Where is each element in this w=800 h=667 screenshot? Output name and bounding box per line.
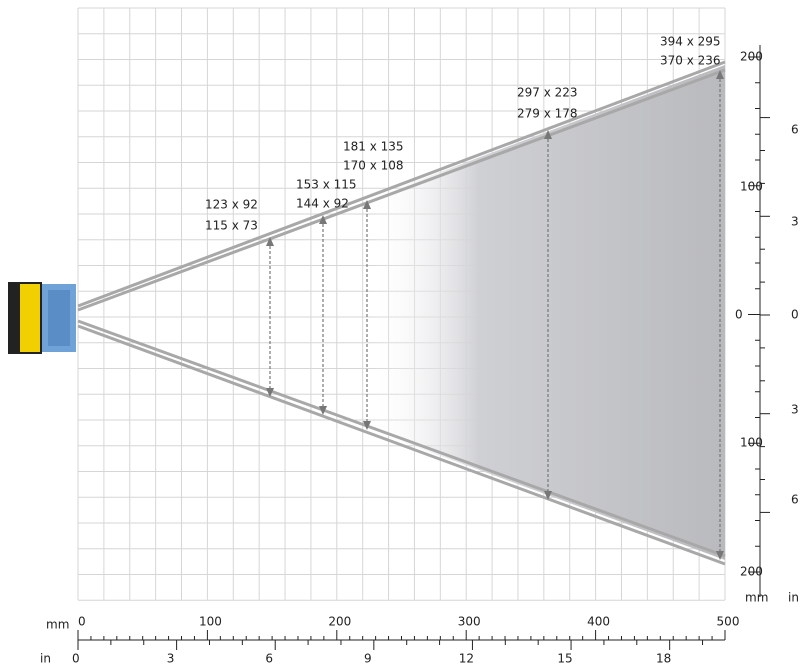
tick-label: 100 bbox=[740, 436, 763, 450]
arrow-head bbox=[266, 237, 274, 246]
fov-label: 115 x 73 bbox=[205, 219, 258, 233]
arrow-head bbox=[544, 130, 552, 139]
arrow-head bbox=[544, 491, 552, 500]
tick-label: 100 bbox=[199, 615, 222, 629]
tick-label: 200 bbox=[740, 565, 763, 579]
fov-label: 370 x 236 bbox=[660, 54, 721, 68]
tick-label: 3 bbox=[167, 652, 175, 666]
tick-label: 200 bbox=[740, 50, 763, 64]
arrow-head bbox=[266, 388, 274, 397]
tick-label: 18 bbox=[656, 652, 671, 666]
tick-label: 0 bbox=[791, 308, 799, 322]
fov-label: 181 x 135 bbox=[343, 140, 404, 154]
tick-label: 15 bbox=[557, 652, 572, 666]
tick-label: 200 bbox=[328, 615, 351, 629]
fov-label: 123 x 92 bbox=[205, 198, 258, 212]
axes bbox=[77, 45, 770, 650]
tick-label: 3 bbox=[791, 403, 799, 417]
tick-label: 0 bbox=[72, 652, 80, 666]
arrow-head bbox=[319, 215, 327, 224]
camera bbox=[8, 282, 76, 354]
arrow-head bbox=[363, 200, 371, 209]
arrow-head bbox=[716, 70, 724, 79]
arrow-head bbox=[319, 406, 327, 415]
tick-label: 9 bbox=[364, 652, 372, 666]
tick-label: 12 bbox=[459, 652, 474, 666]
tick-label: 3 bbox=[791, 215, 799, 229]
fov-label: 144 x 92 bbox=[296, 197, 349, 211]
fov-label: 279 x 178 bbox=[517, 107, 578, 121]
axis-unit: mm bbox=[745, 591, 768, 605]
tick-label: 0 bbox=[735, 308, 743, 322]
tick-label: 400 bbox=[587, 615, 610, 629]
tick-label: 100 bbox=[740, 180, 763, 194]
fov-labels: 123 x 92 115 x 73 153 x 115 144 x 92 181… bbox=[205, 35, 721, 233]
tick-label: 300 bbox=[458, 615, 481, 629]
arrow-head bbox=[363, 421, 371, 430]
tick-label: 0 bbox=[78, 615, 86, 629]
tick-label: 500 bbox=[717, 615, 740, 629]
fov-label: 297 x 223 bbox=[517, 86, 578, 100]
fov-label: 394 x 295 bbox=[660, 35, 721, 49]
axis-unit: in bbox=[788, 591, 799, 605]
field-of-view bbox=[78, 65, 725, 560]
axis-unit: mm bbox=[46, 618, 69, 632]
arrows bbox=[266, 70, 724, 560]
tick-label: 6 bbox=[265, 652, 273, 666]
arrow-head bbox=[716, 551, 724, 560]
cone-edges bbox=[77, 60, 726, 566]
axis-unit: in bbox=[40, 652, 51, 666]
tick-label: 6 bbox=[791, 123, 799, 137]
fov-label: 170 x 108 bbox=[343, 159, 404, 173]
fov-label: 153 x 115 bbox=[296, 178, 357, 192]
tick-label: 6 bbox=[791, 493, 799, 507]
